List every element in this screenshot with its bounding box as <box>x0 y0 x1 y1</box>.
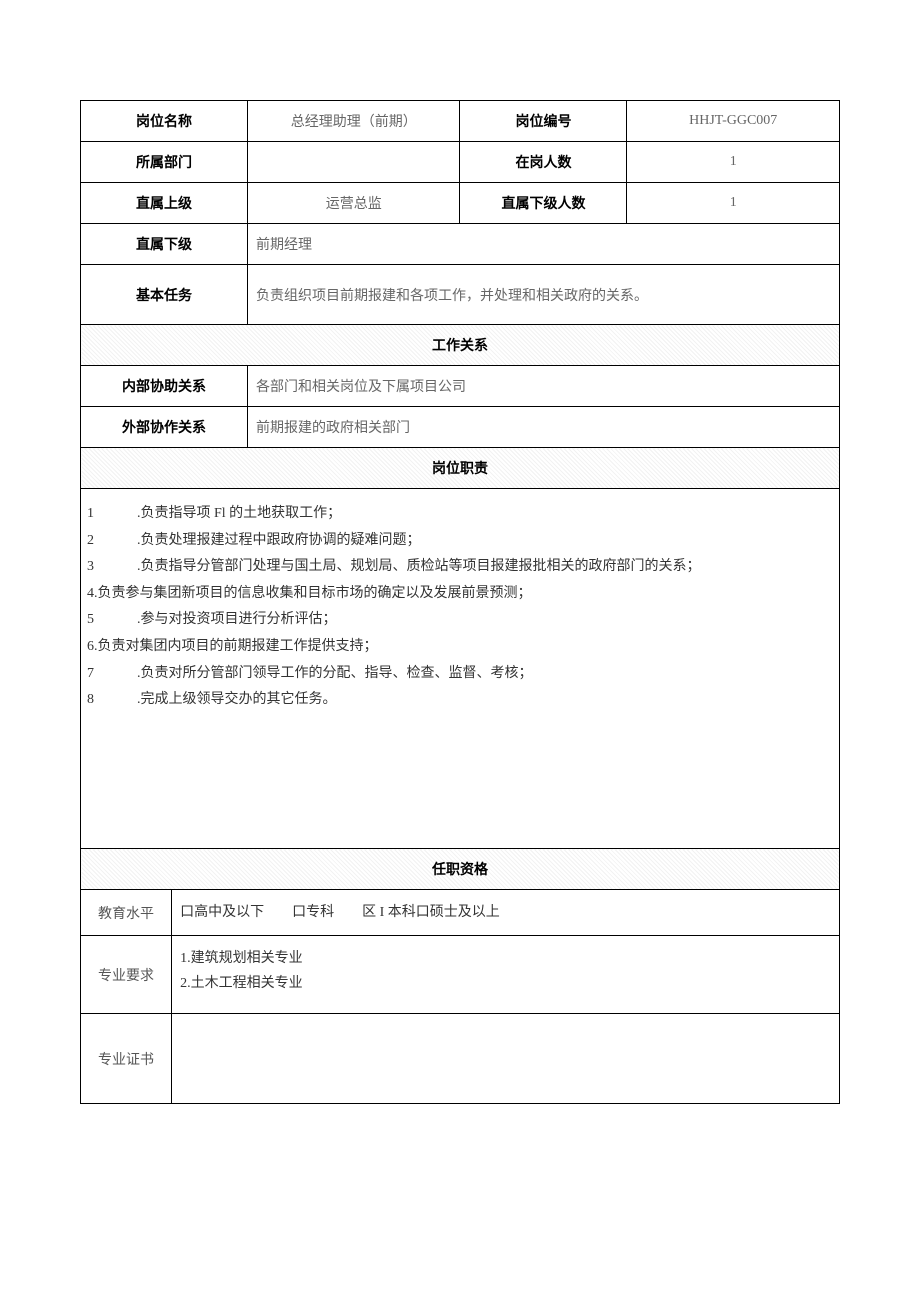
subordinate-label: 直属下级 <box>81 224 248 265</box>
duty-text: .负责处理报建过程中跟政府协调的疑难问题； <box>137 528 421 555</box>
cert-value <box>172 1014 840 1104</box>
duties-section-title: 岗位职责 <box>81 448 840 489</box>
row-relations-header: 工作关系 <box>81 325 840 366</box>
dept-label: 所属部门 <box>81 142 248 183</box>
relations-section-title: 工作关系 <box>81 325 840 366</box>
row-superior: 直属上级 运营总监 直属下级人数 1 <box>81 183 840 224</box>
duty-line: 4.负责参与集团新项目的信息收集和目标市场的确定以及发展前景预测； <box>87 581 833 608</box>
duty-line: 2.负责处理报建过程中跟政府协调的疑难问题； <box>87 528 833 555</box>
row-basic-task: 基本任务 负责组织项目前期报建和各项工作，并处理和相关政府的关系。 <box>81 265 840 325</box>
duty-line: 1.负责指导项 Fl 的土地获取工作； <box>87 501 833 528</box>
education-label: 教育水平 <box>81 890 172 936</box>
external-relation-label: 外部协作关系 <box>81 407 248 448</box>
row-major: 专业要求 1.建筑规划相关专业 2.土木工程相关专业 <box>81 936 840 1014</box>
position-code-label: 岗位编号 <box>460 101 627 142</box>
subordinate-value: 前期经理 <box>247 224 839 265</box>
headcount-value: 1 <box>627 142 840 183</box>
duty-number: 6. <box>87 634 98 661</box>
sub-count-label: 直属下级人数 <box>460 183 627 224</box>
duty-line: 3.负责指导分管部门处理与国土局、规划局、质检站等项目报建报批相关的政府部门的关… <box>87 554 833 581</box>
superior-value: 运营总监 <box>247 183 460 224</box>
position-name-label: 岗位名称 <box>81 101 248 142</box>
position-name-value: 总经理助理（前期） <box>247 101 460 142</box>
superior-label: 直属上级 <box>81 183 248 224</box>
duty-line: 6.负责对集团内项目的前期报建工作提供支持； <box>87 634 833 661</box>
duty-text: .负责指导分管部门处理与国土局、规划局、质检站等项目报建报批相关的政府部门的关系… <box>137 554 701 581</box>
row-position-name: 岗位名称 总经理助理（前期） 岗位编号 HHJT-GGC007 <box>81 101 840 142</box>
duty-number: 1 <box>87 501 137 528</box>
headcount-label: 在岗人数 <box>460 142 627 183</box>
row-education: 教育水平 口高中及以下 口专科 区 I 本科口硕士及以上 <box>81 890 840 936</box>
major-line-2: 2.土木工程相关专业 <box>180 971 833 996</box>
cert-label: 专业证书 <box>81 1014 172 1104</box>
internal-relation-label: 内部协助关系 <box>81 366 248 407</box>
duty-text: .负责指导项 Fl 的土地获取工作； <box>137 501 341 528</box>
duty-line: 8.完成上级领导交办的其它任务。 <box>87 687 833 714</box>
duty-text: 负责对集团内项目的前期报建工作提供支持； <box>98 634 378 661</box>
row-duties-header: 岗位职责 <box>81 448 840 489</box>
duty-text: 负责参与集团新项目的信息收集和目标市场的确定以及发展前景预测； <box>98 581 532 608</box>
duty-number: 8 <box>87 687 137 714</box>
row-cert: 专业证书 <box>81 1014 840 1104</box>
row-internal-relation: 内部协助关系 各部门和相关岗位及下属项目公司 <box>81 366 840 407</box>
job-description-table: 岗位名称 总经理助理（前期） 岗位编号 HHJT-GGC007 所属部门 在岗人… <box>80 100 840 1104</box>
duty-number: 7 <box>87 661 137 688</box>
major-label: 专业要求 <box>81 936 172 1014</box>
duty-text: .负责对所分管部门领导工作的分配、指导、检查、监督、考核； <box>137 661 533 688</box>
duty-line: 7.负责对所分管部门领导工作的分配、指导、检查、监督、考核； <box>87 661 833 688</box>
external-relation-value: 前期报建的政府相关部门 <box>247 407 839 448</box>
major-line-1: 1.建筑规划相关专业 <box>180 946 833 971</box>
duty-line: 5.参与对投资项目进行分析评估； <box>87 607 833 634</box>
row-external-relation: 外部协作关系 前期报建的政府相关部门 <box>81 407 840 448</box>
duties-content: 1.负责指导项 Fl 的土地获取工作；2.负责处理报建过程中跟政府协调的疑难问题… <box>81 489 840 849</box>
internal-relation-value: 各部门和相关岗位及下属项目公司 <box>247 366 839 407</box>
duty-number: 4. <box>87 581 98 608</box>
row-duties-body: 1.负责指导项 Fl 的土地获取工作；2.负责处理报建过程中跟政府协调的疑难问题… <box>81 489 840 849</box>
duty-number: 5 <box>87 607 137 634</box>
basic-task-label: 基本任务 <box>81 265 248 325</box>
basic-task-value: 负责组织项目前期报建和各项工作，并处理和相关政府的关系。 <box>247 265 839 325</box>
duty-number: 3 <box>87 554 137 581</box>
major-value: 1.建筑规划相关专业 2.土木工程相关专业 <box>172 936 840 1014</box>
row-department: 所属部门 在岗人数 1 <box>81 142 840 183</box>
sub-count-value: 1 <box>627 183 840 224</box>
position-code-value: HHJT-GGC007 <box>627 101 840 142</box>
qualifications-section-title: 任职资格 <box>81 849 840 890</box>
duty-number: 2 <box>87 528 137 555</box>
duty-text: .完成上级领导交办的其它任务。 <box>137 687 337 714</box>
duty-text: .参与对投资项目进行分析评估； <box>137 607 337 634</box>
row-subordinate: 直属下级 前期经理 <box>81 224 840 265</box>
education-value: 口高中及以下 口专科 区 I 本科口硕士及以上 <box>172 890 840 936</box>
dept-value <box>247 142 460 183</box>
row-qualifications-header: 任职资格 <box>81 849 840 890</box>
